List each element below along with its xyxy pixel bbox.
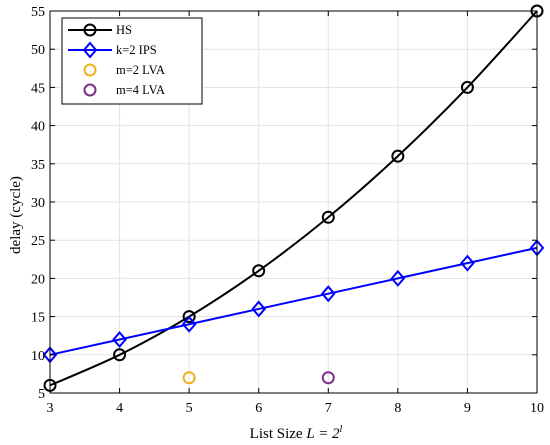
legend-marker [82,41,98,59]
legend-item: HS [68,23,132,37]
grid-layer [49,10,538,394]
data-point [460,80,474,94]
data-point [182,310,196,324]
legend-label: k=2 IPS [116,43,157,57]
y-tick-label: 10 [31,349,45,364]
y-tick-label: 50 [31,43,45,58]
x-tick-label: 6 [255,401,262,416]
series-1 [42,239,545,364]
data-point [321,371,335,385]
legend-label: m=2 LVA [116,63,165,77]
y-axis-label: delay (cycle) [8,176,24,254]
legend-label: m=4 LVA [116,83,165,97]
data-point [112,330,127,349]
y-tick-label: 5 [38,387,45,402]
x-axis-label-math: L = 2 [305,426,340,442]
legend: HS k=2 IPS m=2 LVA m=4 LVA [61,17,203,105]
x-tick-label: 3 [47,401,54,416]
data-point [390,269,406,287]
x-axis-label-sup: l [340,424,343,435]
data-point [181,315,197,333]
data-point [252,264,266,278]
legend-item: m=2 LVA [83,63,165,77]
x-tick-label: 9 [464,401,471,416]
y-tick-label: 55 [31,5,45,20]
x-tick-label: 7 [325,401,332,416]
y-tick-label: 45 [31,81,45,96]
y-tick-label: 35 [31,158,45,173]
data-point [321,210,335,224]
data-point [391,149,405,163]
x-axis-label: List Size L = 2l [250,424,343,442]
y-tick-label: 40 [31,120,45,135]
legend-marker [83,23,97,37]
x-tick-label: 10 [530,401,544,416]
data-point [182,371,196,385]
legend-marker [83,63,97,77]
legend-item: k=2 IPS [68,41,157,59]
legend-marker [83,83,97,97]
y-tick-label: 15 [31,311,45,326]
series-2 [182,371,196,385]
data-point [251,300,267,318]
legend-label: HS [116,23,132,37]
data-point [460,254,475,272]
series-3 [321,371,335,385]
y-tick-label: 30 [31,196,45,211]
legend-item: m=4 LVA [83,83,165,97]
x-tick-label: 8 [394,401,401,416]
y-tick-label: 20 [31,272,45,287]
data-point [320,285,336,303]
x-tick-label: 4 [116,401,123,416]
series-layer [42,4,545,392]
data-point [113,348,127,362]
x-axis-label-prefix: List Size [250,426,307,442]
series-line [49,246,538,356]
y-tick-label: 25 [31,234,45,249]
x-tick-label: 5 [186,401,193,416]
series-line [49,10,538,387]
